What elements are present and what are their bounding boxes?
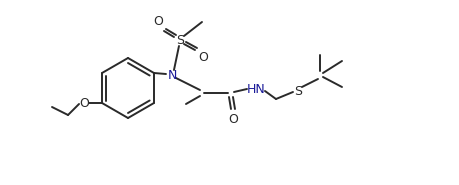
- Text: O: O: [79, 97, 89, 110]
- Text: O: O: [198, 51, 207, 63]
- Text: S: S: [176, 33, 184, 46]
- Text: N: N: [167, 68, 176, 82]
- Text: O: O: [228, 112, 237, 125]
- Text: O: O: [153, 14, 162, 28]
- Text: HN: HN: [246, 83, 265, 95]
- Text: S: S: [293, 85, 301, 97]
